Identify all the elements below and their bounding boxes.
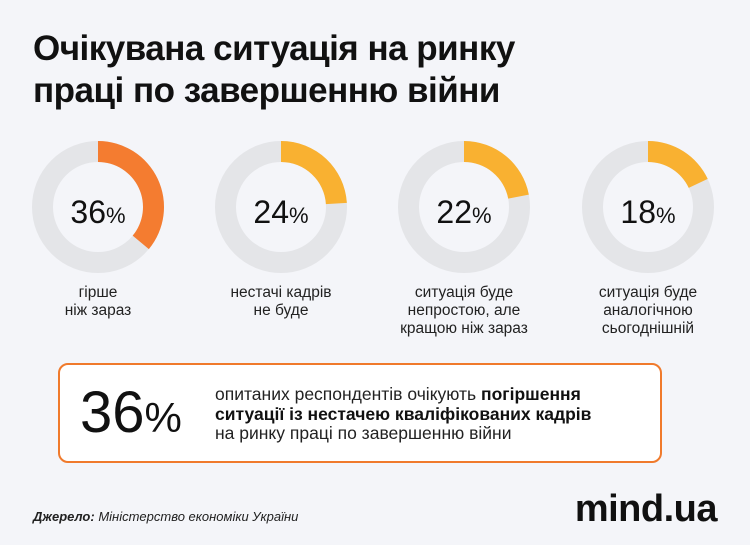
callout-line-1-plain: опитаних респондентів очікують [215,384,482,404]
donut-slice [281,141,347,205]
donut-label-line: сьогоднішній [601,320,695,337]
donut-chart-1 [32,141,165,273]
donut-3: 22% ситуація буде непростою, але кращою ніж… [374,140,554,338]
donut-label: ситуація буде аналогічною сьогоднішній [558,284,738,338]
callout-line-1: опитаних респондентів очікують погіршенн… [215,384,655,405]
donut-label-line: не буде [253,302,309,319]
donut-slice [464,141,529,199]
callout-line-2-bold: ситуації із нестачею кваліфікованих кадр… [215,403,592,424]
donut-value-unit: % [656,203,676,228]
donut-row: 36% гірше ніж зараз 24% нестачі кадрів не буд… [0,140,750,350]
donut-slice [648,141,708,188]
donut-label: гірше ніж зараз [8,284,188,320]
chart-title: Очікувана ситуація на ринку праці по зав… [33,28,633,112]
donut-2: 24% нестачі кадрів не буде [191,140,371,320]
donut-value: 36% [8,194,188,231]
donut-value: 24% [191,194,371,231]
callout-line-1-bold: погіршення [481,384,581,404]
donut-label: ситуація буде непростою, але кращою ніж за… [374,284,554,338]
donut-chart-2 [215,141,347,273]
callout-number: 36 [80,380,145,445]
mind-ua-logo: mind.ua [574,488,718,530]
donut-label: нестачі кадрів не буде [191,284,371,320]
donut-label-line: кращою ніж зараз [400,320,528,337]
donut-value: 18% [558,194,738,231]
donut-value-unit: % [472,203,492,228]
source-note: Джерело: Міністерство економіки України [33,509,298,524]
donut-value-number: 18 [620,194,657,230]
donut-label-line: нестачі кадрів [230,284,332,301]
callout-line-3: на ринку праці по завершенню війни [215,423,512,443]
donut-1: 36% гірше ніж зараз [8,140,188,320]
donut-label-line: аналогічною [603,302,693,319]
callout-text: опитаних респондентів очікують погіршенн… [215,384,655,444]
donut-chart-3 [398,141,530,273]
donut-value-number: 24 [253,194,290,230]
source-text: Міністерство економіки України [94,509,299,524]
source-label: Джерело: [33,509,95,524]
donut-chart-4 [582,141,714,273]
donut-value-unit: % [289,203,309,228]
donut-label-line: ніж зараз [64,302,132,319]
callout-unit: % [144,394,182,441]
summary-callout: 36% опитаних респондентів очікують погір… [58,363,662,463]
title-line-1: Очікувана ситуація на ринку [33,29,515,68]
title-line-2: праці по завершенню війни [33,71,500,110]
donut-4: 18% ситуація буде аналогічною сьогоднішній [558,140,738,338]
callout-value: 36% [80,381,182,450]
donut-value: 22% [374,194,554,231]
callout-line-2: ситуації із нестачею кваліфікованих кадр… [215,403,655,425]
donut-label-line: ситуація буде [598,284,698,301]
donut-value-number: 36 [70,194,107,230]
donut-label-line: ситуація буде [414,284,514,301]
donut-slice [98,141,165,250]
donut-label-line: гірше [78,284,118,301]
donut-value-unit: % [106,203,126,228]
donut-label-line: непростою, але [407,302,521,319]
donut-value-number: 22 [436,194,473,230]
